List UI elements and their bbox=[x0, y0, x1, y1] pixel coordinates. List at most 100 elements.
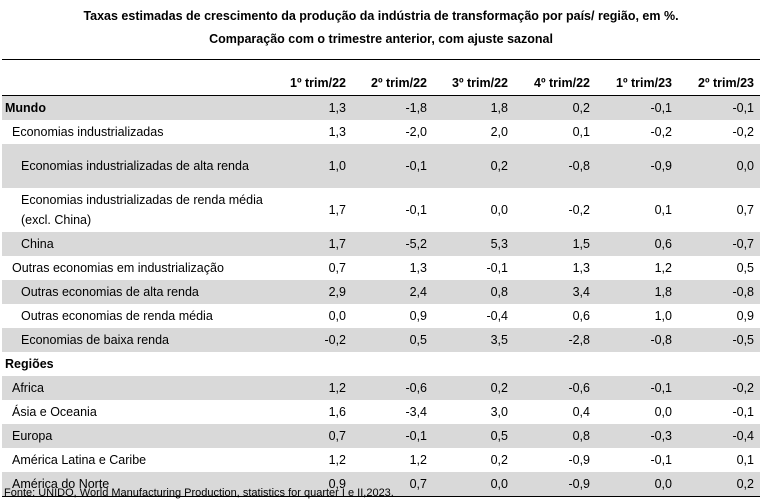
table-cell: 2,0 bbox=[490, 125, 508, 139]
table-cell: -1,8 bbox=[352, 95, 433, 120]
table-cell bbox=[352, 352, 433, 376]
row-label: Economias industrializadas bbox=[12, 125, 164, 139]
table-cell: 1,0 bbox=[654, 309, 672, 323]
table-cell: 3,0 bbox=[490, 405, 508, 419]
table-row: Economias de baixa renda -0,2 0,5 3,5 -2… bbox=[2, 328, 760, 352]
table-cell: 0,2 bbox=[433, 144, 514, 188]
table-row: Economias industrializadas de renda médi… bbox=[2, 188, 760, 232]
table-cell: -5,2 bbox=[352, 232, 433, 256]
table-cell: 0,2 bbox=[490, 453, 508, 467]
source-note: Fonte: UNIDO, World Manufacturing Produc… bbox=[4, 487, 394, 499]
table-cell: -2,8 bbox=[514, 328, 596, 352]
table-cell: 1,3 bbox=[409, 261, 427, 275]
table-cell: -0,2 bbox=[270, 328, 352, 352]
table-cell: 2,9 bbox=[270, 280, 352, 304]
table-cell bbox=[514, 352, 596, 376]
table-cell: 3,5 bbox=[433, 328, 514, 352]
table-row: Mundo 1,3 -1,8 1,8 0,2 -0,1 -0,1 bbox=[2, 95, 760, 120]
table-cell: -0,6 bbox=[352, 376, 433, 400]
row-label: Economias industrializadas de alta renda bbox=[2, 144, 270, 188]
table-cell: 0,8 bbox=[514, 424, 596, 448]
table-cell: 0,9 bbox=[270, 472, 352, 497]
table-cell: -0,1 bbox=[650, 453, 672, 467]
table-cell: -3,4 bbox=[405, 405, 427, 419]
table-cell: 1,3 bbox=[328, 125, 346, 139]
table-cell: -0,8 bbox=[596, 328, 678, 352]
table-cell: -0,4 bbox=[678, 424, 760, 448]
table-cell: 2,4 bbox=[352, 280, 433, 304]
row-label: Africa bbox=[2, 376, 270, 400]
table-cell: 0,0 bbox=[654, 405, 672, 419]
column-header: 1º trim/22 bbox=[270, 59, 352, 96]
table-cell: -0,9 bbox=[596, 144, 678, 188]
table-cell: -0,1 bbox=[678, 95, 760, 120]
table-cell: -0,1 bbox=[405, 203, 427, 217]
table-cell: 0,0 bbox=[490, 203, 508, 217]
table-row: Economias industrializadas de alta renda… bbox=[2, 144, 760, 188]
table-cell: 1,7 bbox=[270, 232, 352, 256]
table-cell: -0,5 bbox=[678, 328, 760, 352]
table-cell: 0,0 bbox=[678, 144, 760, 188]
table-cell: 0,0 bbox=[328, 309, 346, 323]
table-cell bbox=[433, 352, 514, 376]
table-row: Africa 1,2 -0,6 0,2 -0,6 -0,1 -0,2 bbox=[2, 376, 760, 400]
table-cell: 0,5 bbox=[736, 261, 754, 275]
table-cell: 0,2 bbox=[433, 376, 514, 400]
table-cell: -0,9 bbox=[514, 472, 596, 497]
table-cell: 3,4 bbox=[514, 280, 596, 304]
table-cell: 5,3 bbox=[433, 232, 514, 256]
table-cell: -0,1 bbox=[596, 376, 678, 400]
table-cell: 0,1 bbox=[736, 453, 754, 467]
table-cell: -0,1 bbox=[352, 144, 433, 188]
table-cell: 0,2 bbox=[514, 95, 596, 120]
table-cell bbox=[270, 352, 352, 376]
table-cell: -0,9 bbox=[568, 453, 590, 467]
table-subtitle: Comparação com o trimestre anterior, com… bbox=[209, 32, 553, 46]
table-cell: 0,2 bbox=[678, 472, 760, 497]
table-cell: 1,2 bbox=[409, 453, 427, 467]
table-title: Taxas estimadas de crescimento da produç… bbox=[83, 9, 679, 23]
table-cell bbox=[596, 352, 678, 376]
table-cell: 0,7 bbox=[328, 261, 346, 275]
table-row: Europa 0,7 -0,1 0,5 0,8 -0,3 -0,4 bbox=[2, 424, 760, 448]
table-cell: -0,3 bbox=[596, 424, 678, 448]
table-cell: 1,0 bbox=[270, 144, 352, 188]
row-label: América do Norte bbox=[2, 472, 270, 497]
column-header: 4º trim/22 bbox=[514, 59, 596, 96]
table-cell bbox=[678, 352, 760, 376]
table-cell: -0,7 bbox=[678, 232, 760, 256]
row-label: América Latina e Caribe bbox=[12, 453, 147, 467]
table-cell: 0,5 bbox=[352, 328, 433, 352]
table-row: Outras economias de alta renda 2,9 2,4 0… bbox=[2, 280, 760, 304]
table-cell: -0,2 bbox=[568, 203, 590, 217]
table-row: América do Norte 0,9 0,7 0,0 -0,9 0,0 0,… bbox=[2, 472, 760, 497]
table-cell: -0,8 bbox=[514, 144, 596, 188]
row-label: Outras economias de alta renda bbox=[2, 280, 270, 304]
table-cell: -0,8 bbox=[678, 280, 760, 304]
row-label: Ásia e Oceania bbox=[12, 405, 97, 419]
section-label: Regiões bbox=[5, 357, 54, 371]
table-cell: 0,7 bbox=[736, 203, 754, 217]
table-row: Outras economias em industrialização 0,7… bbox=[2, 256, 760, 280]
table-cell: -0,6 bbox=[514, 376, 596, 400]
table-cell: 1,3 bbox=[572, 261, 590, 275]
table-cell: -2,0 bbox=[405, 125, 427, 139]
table-row: Outras economias de renda média 0,0 0,9 … bbox=[2, 304, 760, 328]
row-label: Economias de baixa renda bbox=[2, 328, 270, 352]
table-cell: 1,2 bbox=[328, 453, 346, 467]
column-header: 2º trim/23 bbox=[678, 59, 760, 96]
table-cell: 0,0 bbox=[433, 472, 514, 497]
growth-table: 1º trim/22 2º trim/22 3º trim/22 4º trim… bbox=[2, 59, 760, 497]
table-cell: 0,7 bbox=[352, 472, 433, 497]
table-cell: 1,5 bbox=[514, 232, 596, 256]
table-cell: 0,9 bbox=[736, 309, 754, 323]
table-cell: 0,8 bbox=[433, 280, 514, 304]
table-cell: 1,7 bbox=[328, 203, 346, 217]
table-cell: 0,6 bbox=[596, 232, 678, 256]
table-cell: 0,9 bbox=[409, 309, 427, 323]
table-cell: 1,2 bbox=[654, 261, 672, 275]
table-cell: 0,1 bbox=[654, 203, 672, 217]
header-row: 1º trim/22 2º trim/22 3º trim/22 4º trim… bbox=[2, 59, 760, 96]
table-cell: 0,4 bbox=[572, 405, 590, 419]
table-cell: -0,1 bbox=[732, 405, 754, 419]
